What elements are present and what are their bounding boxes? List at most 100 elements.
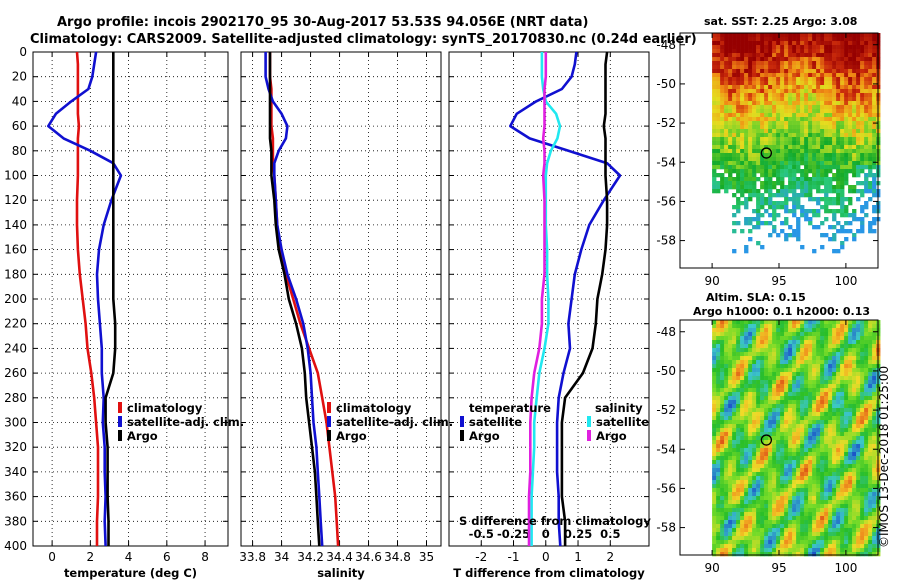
map-cell	[764, 133, 769, 138]
map-cell	[744, 460, 749, 465]
map-cell	[796, 348, 801, 353]
map-cell	[752, 189, 757, 194]
map-cell	[780, 85, 785, 90]
map-cell	[808, 336, 813, 341]
map-cell	[828, 37, 833, 42]
map-cell	[740, 97, 745, 102]
map-cell	[868, 444, 873, 449]
map-cell	[744, 360, 749, 365]
map-cell	[832, 400, 837, 405]
map-cell	[760, 532, 765, 537]
map-cell	[856, 376, 861, 381]
map-cell	[728, 121, 733, 126]
map-cell	[820, 376, 825, 381]
map-cell	[764, 452, 769, 457]
map-cell	[764, 209, 769, 214]
map-cell	[736, 37, 741, 42]
map-cell	[820, 105, 825, 110]
map-cell	[772, 57, 777, 62]
map-cell	[772, 388, 777, 393]
map-cell	[756, 372, 761, 377]
map-cell	[768, 512, 773, 517]
map-cell	[800, 488, 805, 493]
map-cell	[872, 181, 877, 186]
map-cell	[712, 424, 717, 429]
map-cell	[740, 181, 745, 186]
map-cell	[840, 512, 845, 517]
map-cell	[772, 464, 777, 469]
map-cell	[852, 496, 857, 501]
map-cell	[792, 364, 797, 369]
map-cell	[760, 400, 765, 405]
map-cell	[860, 165, 865, 170]
map-cell	[796, 500, 801, 505]
map-cell	[748, 129, 753, 134]
map-cell	[772, 49, 777, 54]
map-cell	[740, 89, 745, 94]
map-cell	[792, 121, 797, 126]
map-cell	[832, 37, 837, 42]
map-cell	[856, 512, 861, 517]
map-cell	[836, 436, 841, 441]
map-cell	[864, 41, 869, 46]
map-cell	[860, 45, 865, 50]
map-cell	[788, 524, 793, 529]
map-cell	[844, 97, 849, 102]
map-cell	[712, 101, 717, 106]
map-cell	[736, 412, 741, 417]
map-cell	[804, 384, 809, 389]
map-cell	[764, 480, 769, 485]
map-cell	[828, 548, 833, 553]
map-cell	[760, 360, 765, 365]
map-cell	[784, 352, 789, 357]
map-cell	[824, 404, 829, 409]
map-cell	[748, 145, 753, 150]
map-cell	[736, 145, 741, 150]
map-cell	[716, 57, 721, 62]
map-cell	[780, 496, 785, 501]
map-cell	[800, 133, 805, 138]
map-cell	[732, 81, 737, 86]
map-cell	[868, 552, 873, 557]
map-cell	[732, 428, 737, 433]
map-cell	[796, 400, 801, 405]
map-cell	[840, 416, 845, 421]
map-cell	[792, 137, 797, 142]
map-cell	[820, 444, 825, 449]
map-cell	[840, 412, 845, 417]
map-cell	[800, 245, 805, 250]
map-cell	[772, 424, 777, 429]
map-cell	[812, 348, 817, 353]
map-cell	[756, 360, 761, 365]
map-cell	[832, 412, 837, 417]
map-cell	[820, 233, 825, 238]
y-tick-label: 100	[4, 169, 27, 183]
map-cell	[812, 464, 817, 469]
map-cell	[836, 324, 841, 329]
map-cell	[860, 69, 865, 74]
map-cell	[860, 364, 865, 369]
map-cell	[848, 436, 853, 441]
map-cell	[776, 145, 781, 150]
map-cell	[828, 161, 833, 166]
map-cell	[816, 416, 821, 421]
map-cell	[820, 432, 825, 437]
map-cell	[788, 133, 793, 138]
map-cell	[720, 121, 725, 126]
map-cell	[840, 85, 845, 90]
map-cell	[844, 161, 849, 166]
map-cell	[736, 344, 741, 349]
map-cell	[728, 424, 733, 429]
map-cell	[848, 376, 853, 381]
map-cell	[852, 460, 857, 465]
map-cell	[808, 500, 813, 505]
map-cell	[804, 456, 809, 461]
map-cell	[840, 356, 845, 361]
map-cell	[736, 480, 741, 485]
map-cell	[804, 508, 809, 513]
map-cell	[732, 528, 737, 533]
map-cell	[792, 165, 797, 170]
map-cell	[872, 472, 877, 477]
map-cell	[796, 448, 801, 453]
map-cell	[724, 133, 729, 138]
